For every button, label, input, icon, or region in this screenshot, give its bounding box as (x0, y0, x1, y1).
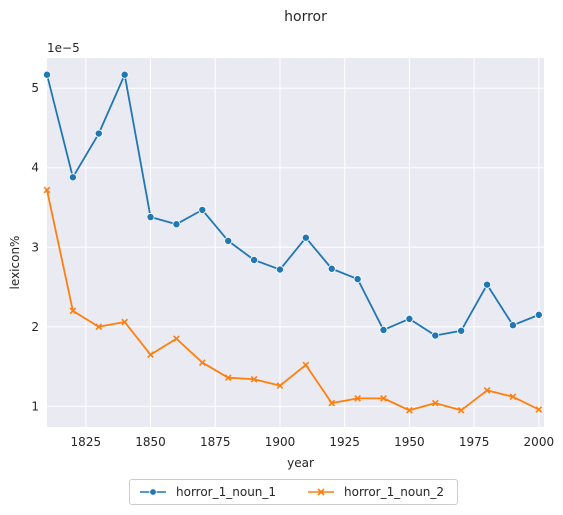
y-tick-label: 1 (31, 399, 39, 413)
x-tick-label: 1925 (329, 435, 360, 449)
data-point (327, 264, 336, 273)
data-point (173, 335, 180, 343)
data-point (275, 265, 284, 274)
tick-labels: 1825 1850 1875 1900 1925 1950 1975 2000 1 2 3 4 5 (31, 81, 554, 449)
y-tick-label: 5 (31, 81, 39, 95)
data-point (198, 359, 206, 366)
data-point (120, 70, 129, 79)
data-point (509, 393, 517, 401)
data-point (405, 314, 414, 323)
legend-label-series-1: horror_1_noun_1 (176, 485, 277, 499)
data-point (198, 205, 207, 214)
data-point (276, 382, 284, 390)
data-point (43, 186, 51, 194)
data-point (380, 395, 387, 402)
series-2 (43, 186, 543, 414)
x-tick-label: 1950 (394, 435, 425, 449)
chart-title: horror (284, 9, 327, 25)
data-point (431, 331, 440, 340)
data-point (146, 213, 155, 222)
legend: horror_1_noun_1 horror_1_noun_2 (129, 479, 458, 505)
data-point (95, 323, 103, 331)
data-point (431, 399, 439, 407)
x-tick-label: 1975 (459, 435, 490, 449)
data-point (457, 406, 465, 414)
data-point (224, 374, 232, 382)
data-point (354, 395, 361, 402)
data-point (147, 351, 154, 358)
data-point (224, 236, 233, 245)
data-point (69, 307, 77, 315)
legend-item-series-2: horror_1_noun_2 (306, 480, 456, 504)
y-tick-label: 2 (31, 320, 39, 334)
data-point (302, 361, 310, 369)
legend-item-series-1: horror_1_noun_1 (138, 480, 298, 504)
data-point (250, 255, 259, 264)
data-point (535, 406, 543, 413)
series-line (46, 73, 540, 337)
data-point (483, 280, 492, 289)
legend-marker-x-icon (308, 488, 334, 496)
data-point (121, 318, 129, 326)
data-point (353, 275, 362, 284)
y-axis-label: lexicon% (8, 236, 22, 290)
data-point (534, 310, 543, 319)
legend-marker-circle-icon (140, 488, 166, 496)
data-point (250, 375, 258, 383)
data-point (301, 233, 310, 242)
data-point (406, 406, 413, 414)
plot-area (47, 58, 544, 427)
data-point (508, 321, 517, 330)
x-tick-label: 2000 (524, 435, 555, 449)
x-axis-label: year (287, 456, 314, 470)
y-tick-label: 4 (31, 161, 39, 175)
series-1 (43, 70, 543, 340)
data-point (457, 326, 466, 335)
legend-label-series-2: horror_1_noun_2 (344, 485, 445, 499)
data-point (328, 399, 336, 407)
series-line (46, 189, 540, 412)
y-scale-exponent: 1e−5 (47, 41, 80, 55)
data-point (172, 220, 181, 229)
y-tick-label: 3 (31, 240, 39, 254)
x-tick-label: 1825 (71, 435, 102, 449)
x-tick-label: 1875 (200, 435, 231, 449)
data-point (43, 70, 52, 79)
x-tick-label: 1900 (265, 435, 296, 449)
data-point (94, 129, 103, 138)
data-point (379, 325, 388, 334)
series-layer (43, 70, 543, 414)
data-point (68, 173, 77, 182)
x-tick-label: 1850 (135, 435, 166, 449)
data-point (483, 387, 491, 394)
